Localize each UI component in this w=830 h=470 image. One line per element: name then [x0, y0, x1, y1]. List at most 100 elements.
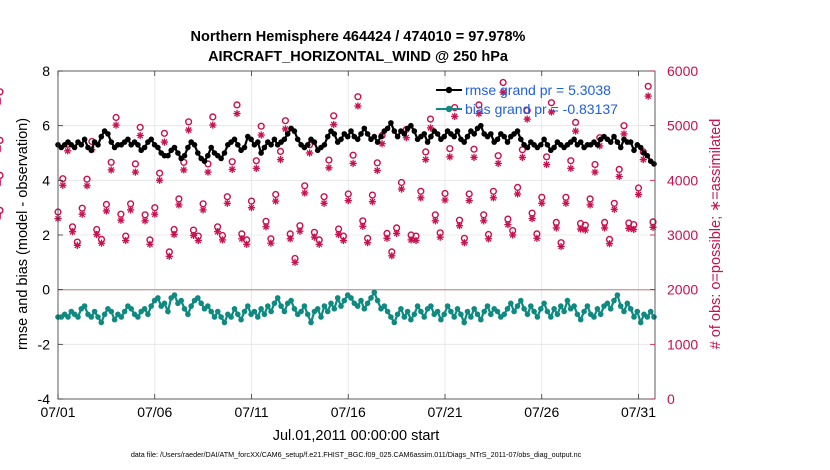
bias-point	[481, 308, 488, 315]
obs-assimilated-stroke	[79, 211, 86, 218]
bias-point	[198, 300, 204, 307]
bias-point	[454, 306, 461, 312]
obs-assimilated-stroke	[64, 147, 71, 154]
obs-assimilated-point	[388, 252, 396, 260]
obs-possible-point	[131, 160, 140, 168]
obs-assimilated-point	[431, 217, 439, 225]
chart-title-line-1: Northern Hemisphere 464424 / 474010 = 97…	[191, 29, 526, 45]
obs-possible-point	[0, 88, 4, 96]
obs-possible-point	[320, 193, 328, 201]
obs-assimilated-stroke	[354, 102, 361, 109]
obs-assimilated-stroke	[335, 231, 342, 238]
obs-possible-point	[185, 118, 193, 126]
bias-point	[597, 311, 604, 318]
y-right-tick-label: 3000	[667, 227, 698, 243]
obs-assimilated-stroke	[195, 237, 202, 244]
obs-assimilated-point	[276, 156, 285, 164]
obs-assimilated-stroke	[359, 223, 366, 230]
bias-point	[421, 314, 428, 320]
rmse-point	[291, 128, 298, 134]
rmse-point	[304, 142, 311, 148]
rmse-point	[424, 139, 431, 145]
bias-point	[75, 314, 81, 320]
bias-point	[401, 314, 408, 320]
bias-point	[271, 300, 278, 307]
obs-assimilated-stroke	[403, 134, 410, 141]
obs-assimilated-point	[272, 197, 280, 205]
obs-assimilated-stroke	[171, 231, 178, 238]
obs-assimilated-stroke	[427, 124, 434, 131]
obs-assimilated-stroke	[287, 235, 294, 242]
bias-point	[135, 314, 141, 320]
bias-point	[614, 292, 621, 298]
obs-assimilated-point	[489, 194, 497, 202]
obs-assimilated-stroke	[611, 206, 618, 213]
obs-assimilated-stroke	[553, 224, 560, 231]
rmse-point	[478, 122, 484, 129]
rmse-point	[268, 142, 274, 148]
bias-point	[644, 314, 651, 320]
obs-assimilated-stroke	[127, 206, 134, 213]
obs-assimilated-point	[335, 230, 343, 239]
obs-assimilated-stroke	[263, 223, 270, 230]
obs-possible-point	[547, 99, 556, 107]
x-tick-label: 07/21	[427, 404, 462, 420]
bias-point	[221, 319, 228, 326]
rmse-point	[135, 142, 141, 148]
bias-point	[418, 308, 424, 315]
obs-assimilated-stroke	[558, 243, 565, 250]
obs-assimilated-stroke	[316, 241, 323, 248]
bias-point	[524, 311, 531, 318]
bias-point	[494, 308, 501, 315]
obs-assimilated-point	[93, 230, 101, 239]
bias-point	[354, 303, 361, 309]
obs-assimilated-stroke	[190, 232, 197, 239]
obs-assimilated-point	[243, 240, 251, 248]
obs-assimilated-stroke	[562, 200, 569, 207]
rmse-point	[571, 136, 577, 143]
obs-assimilated-stroke	[388, 252, 395, 259]
rmse-point	[165, 152, 171, 159]
obs-assimilated-point	[446, 153, 454, 161]
rmse-point	[98, 133, 105, 140]
y-left-tick-label: 2	[42, 227, 50, 243]
bias-point	[541, 300, 547, 307]
obs-assimilated-stroke	[214, 228, 221, 235]
obs-assimilated-point	[480, 217, 488, 225]
bias-point	[298, 308, 304, 315]
obs-assimilated-stroke	[645, 93, 652, 100]
obs-assimilated-stroke	[345, 197, 352, 204]
obs-possible-point	[523, 106, 531, 115]
x-tick-label: 07/11	[235, 404, 269, 420]
obs-assimilated-stroke	[340, 237, 347, 244]
obs-assimilated-series	[0, 88, 657, 266]
bias-point	[471, 306, 478, 312]
rmse-point	[461, 139, 468, 145]
rmse-point	[617, 144, 624, 151]
obs-assimilated-stroke	[364, 239, 371, 246]
bias-point	[265, 303, 271, 309]
obs-assimilated-point	[364, 239, 372, 247]
obs-assimilated-point	[325, 164, 333, 172]
rmse-point	[501, 133, 508, 140]
obs-assimilated-point	[523, 115, 531, 123]
obs-assimilated-stroke	[417, 194, 424, 201]
obs-possible-point	[470, 145, 478, 153]
bias-point	[611, 297, 617, 304]
obs-assimilated-stroke	[59, 182, 66, 189]
rmse-point	[388, 120, 394, 126]
bias-point	[394, 311, 401, 318]
obs-assimilated-stroke	[146, 241, 153, 248]
rmse-point	[371, 133, 378, 140]
obs-assimilated-stroke	[200, 206, 207, 213]
bias-point	[301, 303, 308, 309]
bias-point	[155, 295, 161, 301]
bias-point	[314, 306, 321, 312]
rmse-point	[294, 136, 301, 143]
obs-possible-point	[107, 158, 115, 166]
bias-point	[444, 303, 451, 309]
obs-assimilated-point	[373, 166, 381, 175]
bias-point	[577, 316, 584, 323]
bias-point	[101, 311, 108, 318]
bias-point	[121, 308, 128, 315]
